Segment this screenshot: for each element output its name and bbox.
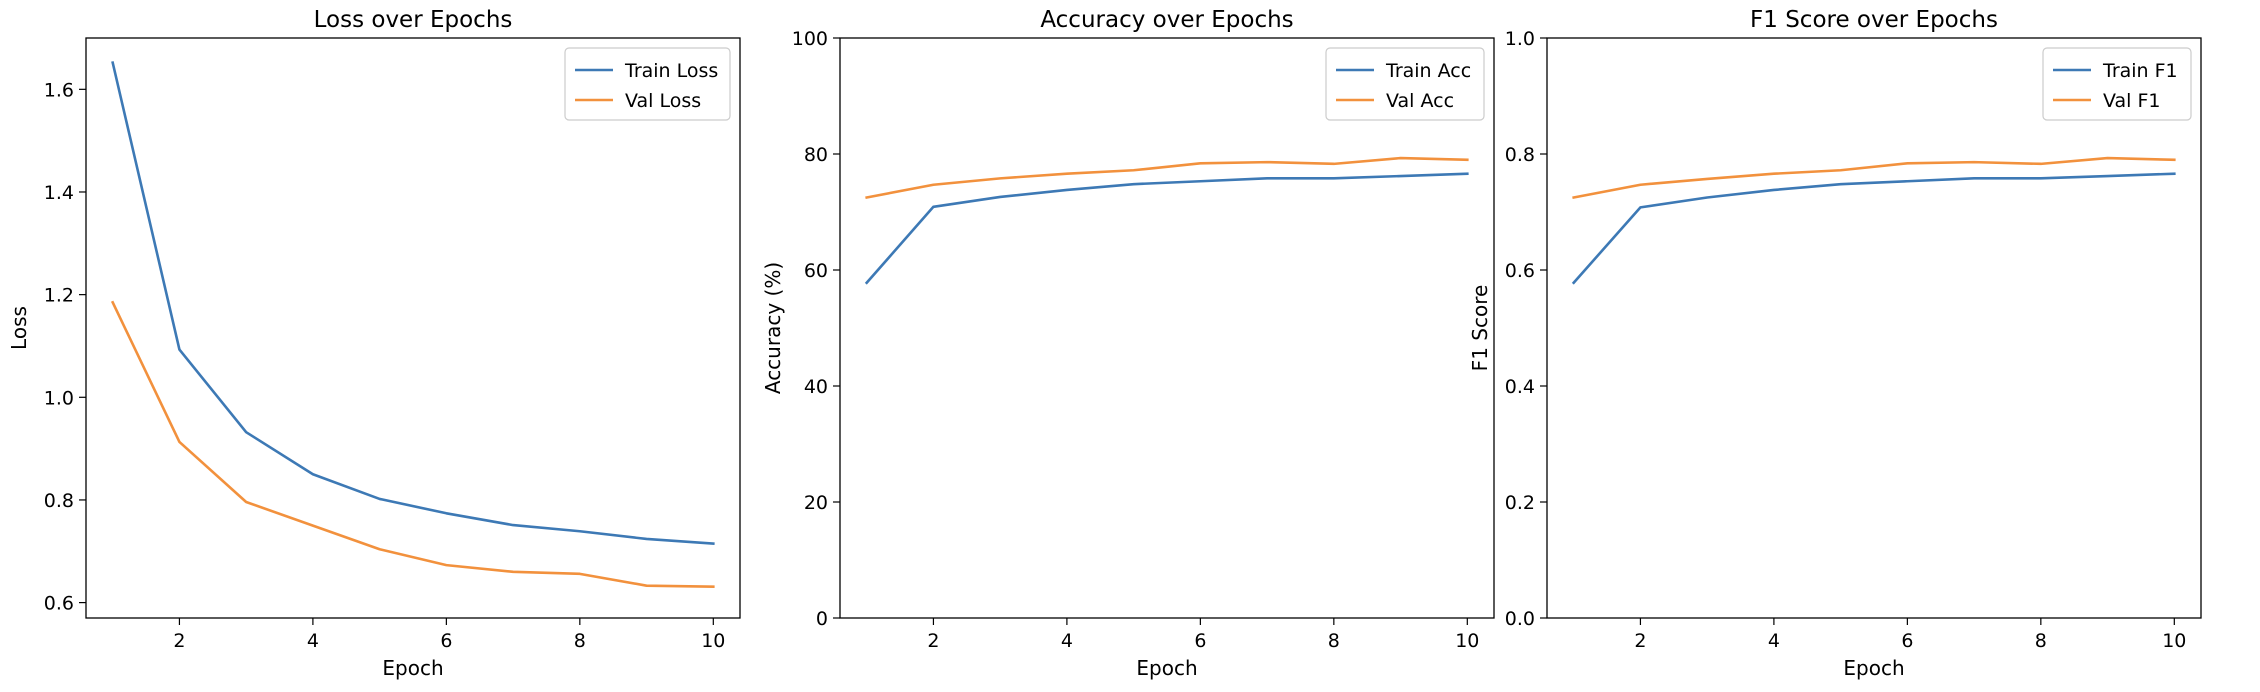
x-tick-label: 10 [701, 630, 725, 652]
series-line-train-loss [111, 61, 715, 545]
legend-entry: Train Acc [1385, 60, 1471, 82]
y-tick-label: 0.6 [1505, 260, 1535, 282]
axes-frame [1546, 37, 2202, 619]
legend-entry: Val F1 [2103, 90, 2161, 112]
series-line-val-acc [865, 156, 1469, 200]
x-tick-label: 6 [1194, 630, 1206, 652]
x-tick-label: 4 [1768, 630, 1780, 652]
y-axis-label: Loss [7, 306, 31, 350]
axes-frame [85, 37, 741, 619]
x-tick-label: 8 [574, 630, 586, 652]
y-tick-label: 60 [804, 260, 828, 282]
y-tick-label: 1.0 [44, 387, 74, 409]
y-tick-label: 0.8 [1505, 144, 1535, 166]
legend: Train Loss Val Loss [564, 47, 731, 121]
x-tick-label: 4 [307, 630, 319, 652]
x-tick-label: 10 [2162, 630, 2186, 652]
x-tick-label: 2 [1634, 630, 1646, 652]
chart-title: Accuracy over Epochs [1040, 7, 1293, 33]
y-tick-label: 80 [804, 144, 828, 166]
x-tick-label: 8 [1328, 630, 1340, 652]
y-tick-label: 1.0 [1505, 28, 1535, 50]
legend-box [564, 47, 731, 121]
y-tick-label: 1.4 [44, 182, 74, 204]
y-axis-label: F1 Score [1468, 285, 1492, 372]
legend: Train Acc Val Acc [1325, 47, 1485, 121]
legend-entry: Train F1 [2102, 60, 2178, 82]
x-tick-label: 6 [440, 630, 452, 652]
x-tick-label: 10 [1455, 630, 1479, 652]
y-tick-label: 0 [816, 608, 828, 630]
legend-box [2042, 47, 2192, 121]
legend-entry: Train Loss [624, 60, 718, 82]
x-axis-label: Epoch [382, 656, 443, 680]
y-tick-label: 0.4 [1505, 376, 1535, 398]
y-tick-label: 1.2 [44, 285, 74, 307]
chart-title: Loss over Epochs [314, 7, 513, 33]
y-tick-label: 0.8 [44, 490, 74, 512]
y-tick-label: 0.2 [1505, 492, 1535, 514]
x-tick-label: 6 [1901, 630, 1913, 652]
series-line-val-loss [110, 300, 715, 589]
axes-frame [839, 37, 1495, 619]
y-tick-label: 0.0 [1505, 608, 1535, 630]
legend-box [1325, 47, 1485, 121]
series-line-train-acc [864, 172, 1469, 285]
x-tick-label: 4 [1061, 630, 1073, 652]
y-tick-label: 1.6 [44, 79, 74, 101]
legend-entry: Val Loss [625, 90, 701, 112]
chart-panel-1: Loss over Epochs 2 4 6 8 10 0.6 0.8 1.0 1.2 1.4 1.6… [7, 7, 741, 680]
y-tick-label: 20 [804, 492, 828, 514]
legend-entry: Val Acc [1386, 90, 1454, 112]
x-tick-label: 2 [173, 630, 185, 652]
chart-title: F1 Score over Epochs [1750, 7, 1998, 33]
x-tick-label: 8 [2035, 630, 2047, 652]
x-axis-label: Epoch [1843, 656, 1904, 680]
legend: Train F1 Val F1 [2042, 47, 2192, 121]
y-axis-label: Accuracy (%) [761, 262, 785, 394]
y-tick-label: 40 [804, 376, 828, 398]
y-tick-label: 0.6 [44, 593, 74, 615]
y-tick-label: 100 [792, 28, 828, 50]
chart-panel-3: F1 Score over Epochs 2 4 6 8 10 0.0 0.2 0.4 0.6 0.… [1468, 7, 2202, 680]
x-tick-label: 2 [927, 630, 939, 652]
series-line-val-f1 [1572, 156, 2176, 200]
x-axis-label: Epoch [1136, 656, 1197, 680]
series-line-train-f1 [1571, 172, 2176, 285]
